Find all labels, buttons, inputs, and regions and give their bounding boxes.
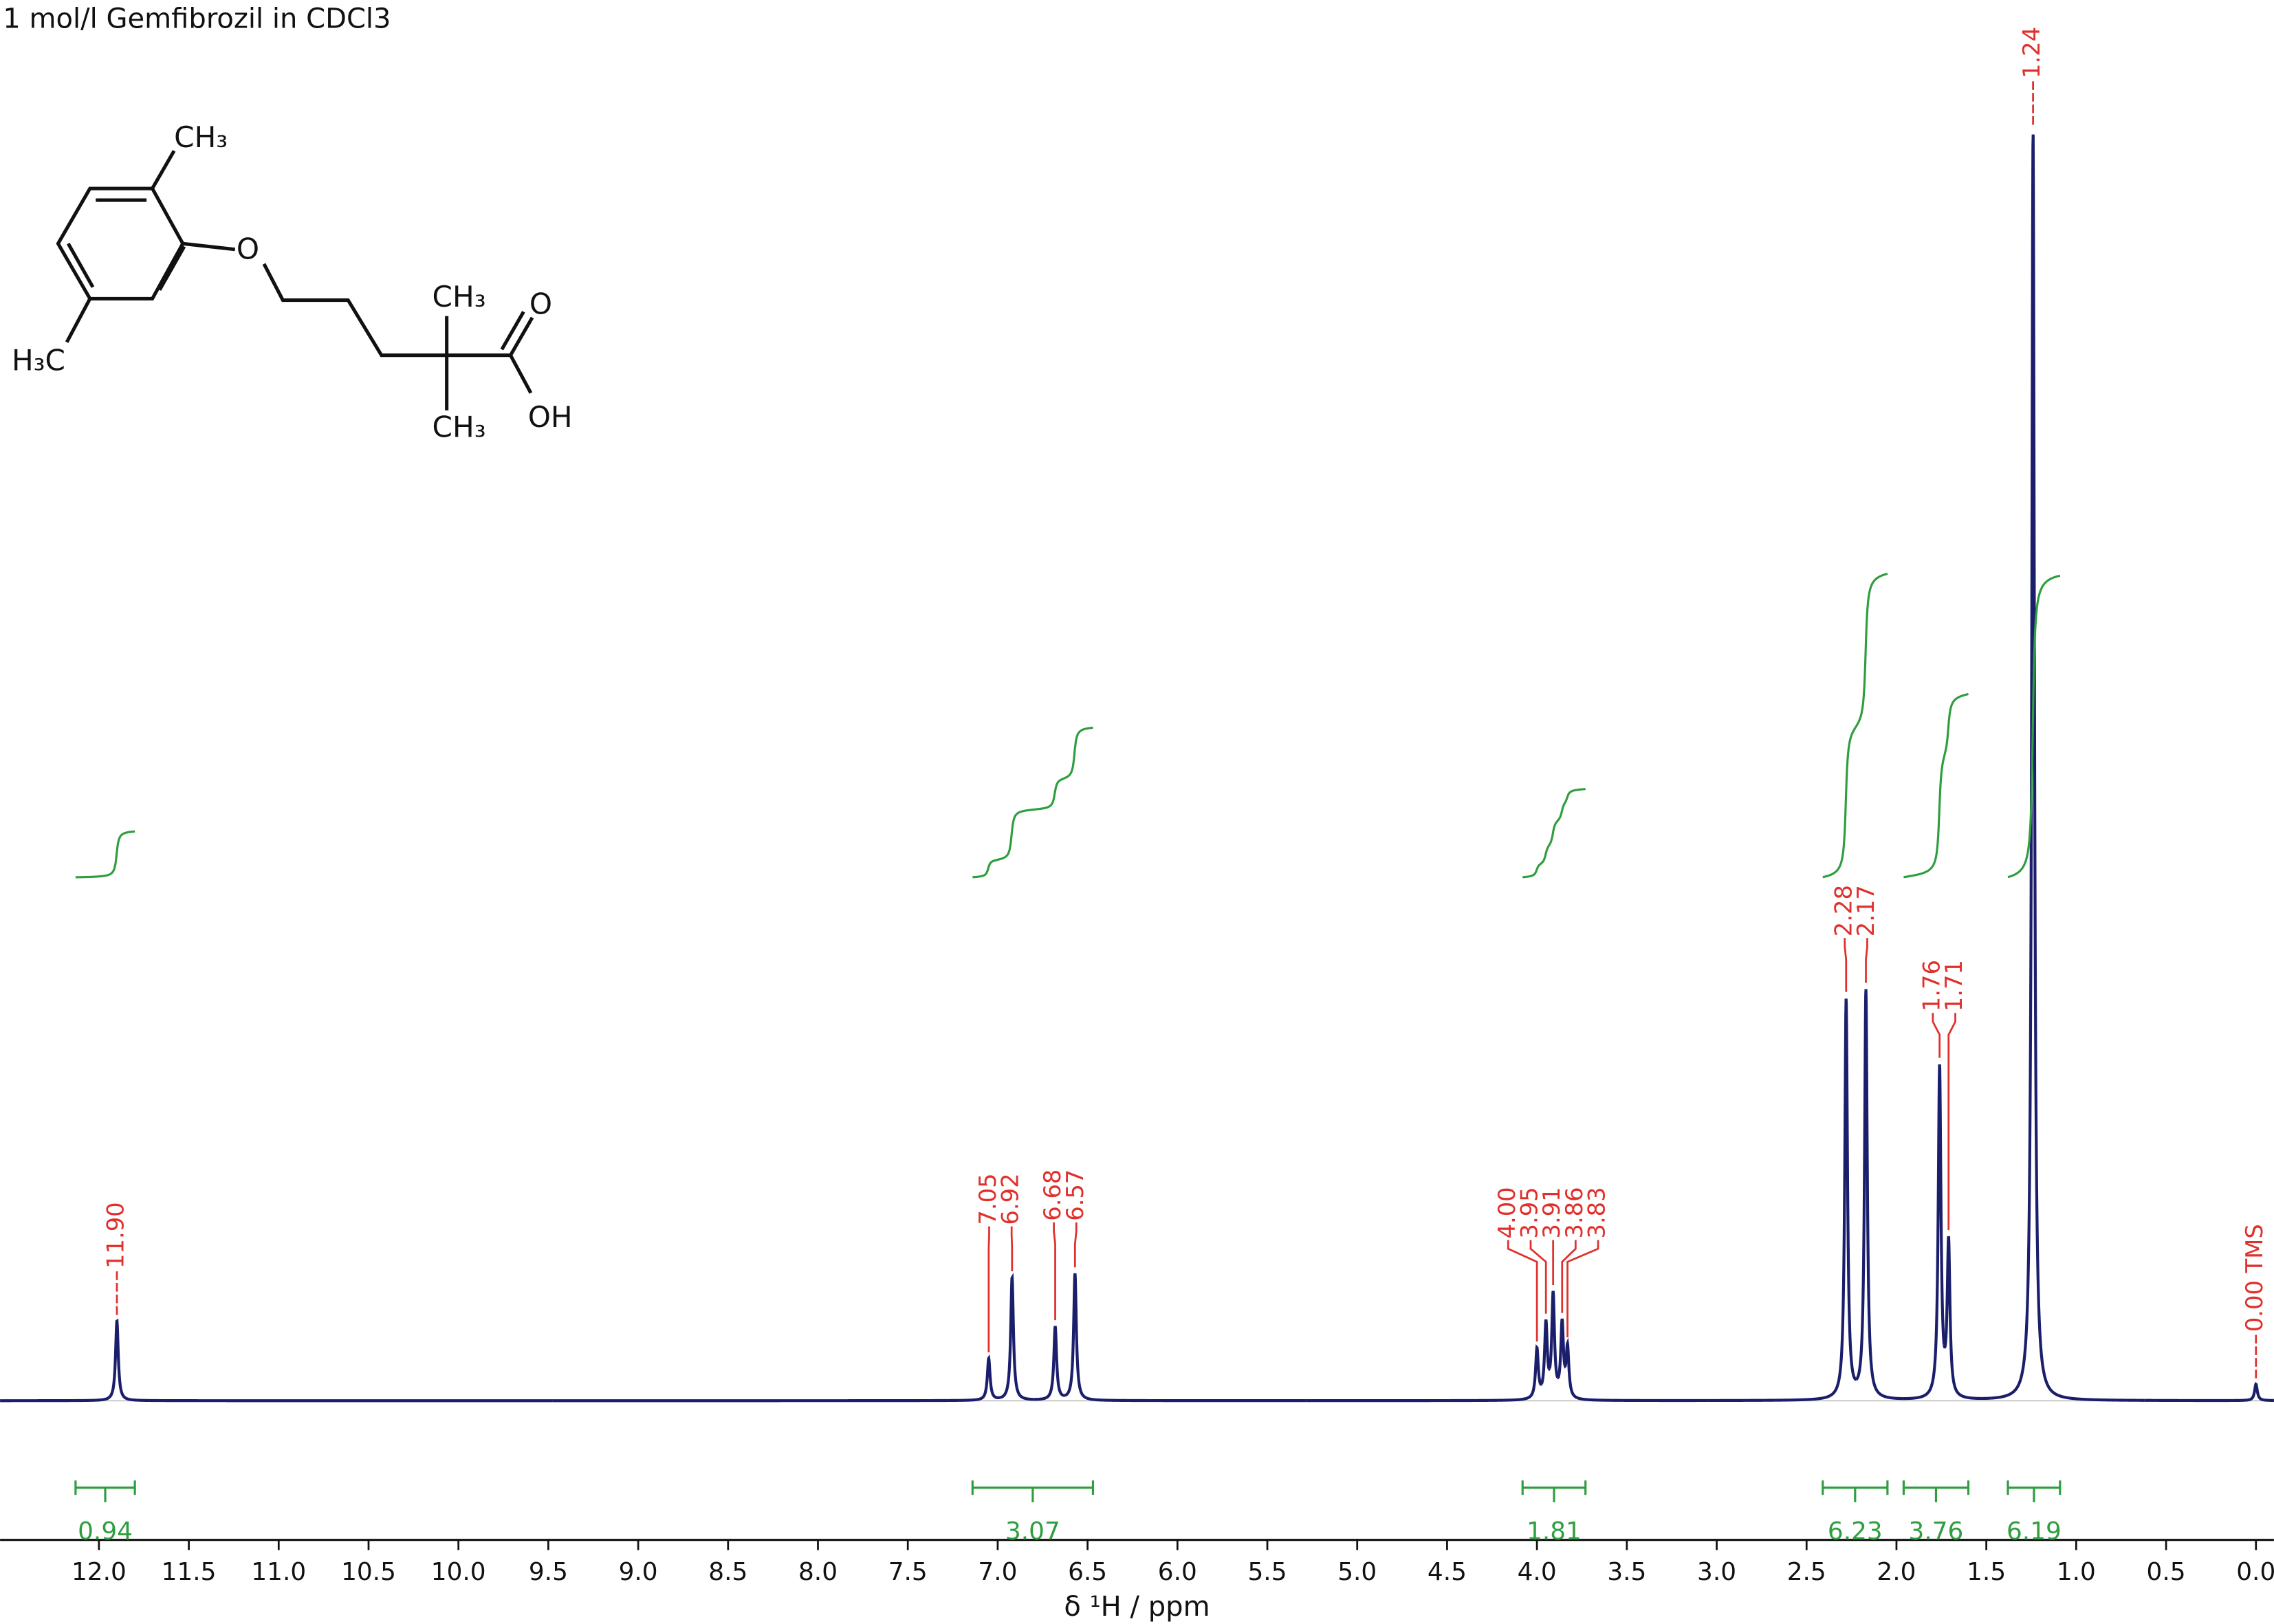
integral-curve — [2007, 574, 2061, 879]
spectrum-segment — [1064, 1273, 1307, 1403]
spectrum-segment — [552, 1354, 1001, 1403]
x-tick-label: 4.5 — [1428, 1558, 1467, 1586]
integral-bracket — [1902, 1480, 1970, 1502]
x-tick-label: 5.0 — [1337, 1558, 1377, 1586]
peak-label: 7.05 — [974, 1173, 1001, 1225]
integral-label: 0.94 — [78, 1517, 133, 1546]
peak-leader — [1053, 1222, 1056, 1321]
peak-label: 6.92 — [997, 1173, 1024, 1225]
peak-label: 3.91 — [1538, 1187, 1565, 1238]
integral-curve — [1522, 788, 1586, 879]
x-tick-label: 11.0 — [251, 1558, 306, 1586]
peak-label: 2.17 — [1852, 885, 1879, 936]
atom-label: OH — [528, 400, 573, 434]
x-tick-label: 3.5 — [1607, 1558, 1646, 1586]
atom-label: O — [529, 287, 552, 320]
peak-label: 6.68 — [1039, 1170, 1066, 1221]
integral-label: 3.76 — [1909, 1517, 1964, 1546]
x-tick-label: 8.5 — [708, 1558, 747, 1586]
integral-curve — [1903, 692, 1969, 879]
x-tick-label: 9.0 — [619, 1558, 658, 1586]
peak-label: 11.90 — [102, 1202, 129, 1269]
spectrum-segment — [1943, 1236, 1991, 1401]
peak-label: 3.83 — [1584, 1187, 1610, 1238]
peak-leader — [1073, 1222, 1078, 1268]
peak-leader — [1529, 1240, 1547, 1314]
peak-leader — [1865, 938, 1868, 983]
integral-bracket — [74, 1480, 136, 1502]
atom-label: CH₃ — [174, 120, 228, 154]
peak-label: 3.86 — [1561, 1187, 1588, 1238]
x-tick-label: 5.5 — [1248, 1558, 1287, 1586]
atom-label: CH₃ — [433, 280, 486, 314]
integral-curve — [972, 726, 1093, 879]
atom-label: CH₃ — [433, 410, 486, 444]
peak-label: 1.24 — [2018, 27, 2045, 78]
spectrum-segment — [1991, 134, 2145, 1402]
x-tick-label: 1.0 — [2057, 1558, 2096, 1586]
integral-label: 3.07 — [1005, 1517, 1060, 1546]
x-tick-label: 2.5 — [1787, 1558, 1826, 1586]
atom-label: H₃C — [12, 344, 65, 377]
spectrum-segment — [2144, 1382, 2274, 1403]
spectrum-segment — [1563, 1337, 1707, 1403]
integral-bracket — [1521, 1480, 1587, 1502]
x-tick-label: 10.0 — [431, 1558, 486, 1586]
x-tick-label: 3.0 — [1697, 1558, 1736, 1586]
x-tick-label: 1.5 — [1967, 1558, 2006, 1586]
molecule — [56, 150, 534, 410]
peak-label: 2.28 — [1830, 885, 1857, 936]
x-tick-label: 8.0 — [798, 1558, 838, 1586]
spectrum-segment — [1306, 1344, 1543, 1403]
x-tick-label: 11.5 — [162, 1558, 217, 1586]
peak-label: 1.76 — [1918, 960, 1945, 1011]
integral-bracket — [971, 1480, 1095, 1502]
x-tick-label: 6.0 — [1158, 1558, 1197, 1586]
x-axis-label: δ ¹H / ppm — [1064, 1591, 1210, 1623]
peak-leader — [987, 1226, 990, 1352]
integral-curve — [75, 830, 135, 879]
x-tick-label: 7.5 — [888, 1558, 928, 1586]
spectrum-segment — [1000, 1273, 1034, 1401]
peak-leader — [1947, 1013, 1956, 1231]
x-tick-label: 10.5 — [341, 1558, 396, 1586]
x-tick-label: 0.5 — [2147, 1558, 2186, 1586]
x-tick-label: 6.5 — [1068, 1558, 1107, 1586]
x-tick-label: 0.0 — [2236, 1558, 2274, 1586]
peak-label: 1.71 — [1940, 960, 1967, 1011]
x-tick-label: 12.0 — [72, 1558, 127, 1586]
atom-label: O — [237, 232, 259, 265]
peak-leader — [1566, 1240, 1599, 1338]
x-tick-label: 4.0 — [1518, 1558, 1557, 1586]
peak-label: 3.95 — [1516, 1187, 1542, 1238]
x-tick-label: 7.0 — [978, 1558, 1017, 1586]
spectrum-segment — [1548, 1291, 1560, 1379]
integral-label: 1.81 — [1527, 1517, 1582, 1546]
spectrum-segment — [1034, 1326, 1066, 1401]
chart-title: 1 mol/l Gemfibrozil in CDCl3 — [3, 3, 391, 35]
peak-leader — [1507, 1240, 1538, 1342]
spectrum-segment — [1707, 998, 1857, 1403]
integral-label: 6.23 — [1828, 1517, 1883, 1546]
peak-label: 0.00 TMS — [2241, 1224, 2268, 1332]
integral-bracket — [1822, 1480, 1889, 1502]
spectrum-segment — [1855, 989, 1903, 1401]
peak-leader — [1561, 1240, 1577, 1313]
integral-label: 6.19 — [2007, 1517, 2062, 1546]
spectrum-segment — [1903, 1064, 1946, 1401]
spectrum-segment — [1556, 1318, 1566, 1380]
x-tick-label: 2.0 — [1877, 1558, 1916, 1586]
peak-label: 6.57 — [1062, 1170, 1089, 1221]
integral-curve — [1822, 572, 1888, 879]
peak-leader — [1844, 938, 1848, 992]
peak-label: 4.00 — [1494, 1187, 1520, 1238]
integral-bracket — [2007, 1480, 2062, 1502]
peak-leader — [1932, 1013, 1941, 1058]
spectrum-segment — [1540, 1319, 1551, 1385]
x-tick-label: 9.5 — [529, 1558, 568, 1586]
spectrum-segment — [0, 1318, 553, 1403]
